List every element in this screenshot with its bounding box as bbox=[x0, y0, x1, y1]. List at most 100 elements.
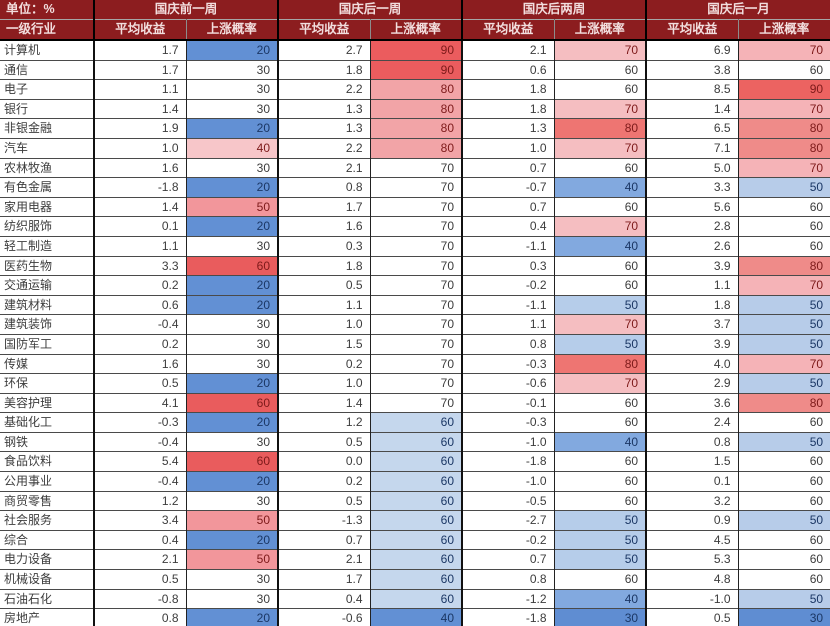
win-rate-cell: 70 bbox=[737, 40, 830, 61]
table-row: 环保 0.5 20 1.0 70 -0.6 70 2.9 50 bbox=[0, 373, 830, 394]
table-row: 电力设备 2.1 50 2.1 60 0.7 50 5.3 60 bbox=[0, 549, 830, 570]
avg-return-cell: 0.2 bbox=[93, 333, 186, 354]
win-rate-cell: 30 bbox=[185, 569, 279, 590]
avg-return-cell: 0.8 bbox=[277, 177, 371, 198]
avg-return-cell: -0.8 bbox=[93, 588, 186, 609]
avg-return-cell: 3.9 bbox=[645, 333, 739, 354]
industry-cell: 房地产 bbox=[0, 608, 94, 626]
table-row: 汽车 1.0 40 2.2 80 1.0 70 7.1 80 bbox=[0, 137, 830, 159]
avg-return-cell: 1.1 bbox=[93, 79, 186, 100]
sub-header-row: 一级行业 平均收益 上涨概率 平均收益 上涨概率 平均收益 上涨概率 平均收益 … bbox=[0, 19, 830, 41]
win-rate-cell: 60 bbox=[369, 510, 463, 531]
table-row: 商贸零售 1.2 30 0.5 60 -0.5 60 3.2 60 bbox=[0, 490, 830, 511]
win-rate-cell: 70 bbox=[369, 216, 463, 237]
win-rate-cell: 90 bbox=[369, 59, 463, 80]
win-rate-cell: 30 bbox=[185, 98, 279, 119]
win-rate-cell: 30 bbox=[185, 314, 279, 335]
win-rate-cell: 20 bbox=[185, 608, 279, 626]
win-rate-cell: 80 bbox=[553, 118, 647, 139]
avg-return-cell: 5.0 bbox=[645, 157, 739, 178]
win-rate-cell: 20 bbox=[185, 471, 279, 492]
win-rate-cell: 60 bbox=[553, 59, 647, 80]
industry-cell: 传媒 bbox=[0, 353, 94, 374]
avg-return-cell: -1.1 bbox=[461, 235, 555, 257]
avg-return-cell: 2.6 bbox=[645, 235, 739, 257]
win-rate-cell: 20 bbox=[185, 294, 279, 315]
table-row: 建筑材料 0.6 20 1.1 70 -1.1 50 1.8 50 bbox=[0, 294, 830, 315]
win-rate-cell: 40 bbox=[553, 177, 647, 198]
avg-return-cell: 8.5 bbox=[645, 79, 739, 100]
win-rate-cell: 70 bbox=[369, 196, 463, 217]
avg-return-cell: 1.7 bbox=[93, 40, 186, 61]
win-rate-cell: 70 bbox=[737, 157, 830, 178]
industry-cell: 非银金融 bbox=[0, 118, 94, 139]
avg-return-cell: 0.1 bbox=[93, 216, 186, 237]
win-rate-cell: 50 bbox=[737, 373, 830, 394]
win-rate-header: 上涨概率 bbox=[185, 19, 279, 41]
avg-return-cell: 2.4 bbox=[645, 412, 739, 433]
win-rate-cell: 40 bbox=[553, 431, 647, 452]
industry-cell: 有色金属 bbox=[0, 177, 94, 198]
avg-return-cell: -0.3 bbox=[461, 412, 555, 433]
win-rate-cell: 60 bbox=[553, 196, 647, 217]
win-rate-cell: 20 bbox=[185, 373, 279, 394]
table-row: 有色金属 -1.8 20 0.8 70 -0.7 40 3.3 50 bbox=[0, 177, 830, 198]
win-rate-cell: 60 bbox=[737, 412, 830, 433]
win-rate-cell: 30 bbox=[185, 588, 279, 609]
avg-return-cell: 0.7 bbox=[461, 549, 555, 570]
win-rate-cell: 50 bbox=[737, 588, 830, 609]
avg-return-cell: 0.5 bbox=[277, 275, 371, 296]
industry-cell: 基础化工 bbox=[0, 412, 94, 433]
win-rate-cell: 70 bbox=[553, 216, 647, 237]
win-rate-cell: 70 bbox=[553, 137, 647, 159]
avg-return-cell: 6.5 bbox=[645, 118, 739, 139]
win-rate-cell: 70 bbox=[369, 373, 463, 394]
avg-return-cell: 0.2 bbox=[277, 471, 371, 492]
unit-label: 单位：% bbox=[0, 0, 94, 20]
avg-return-cell: 6.9 bbox=[645, 40, 739, 61]
industry-cell: 建筑材料 bbox=[0, 294, 94, 315]
avg-return-cell: 3.2 bbox=[645, 490, 739, 511]
win-rate-cell: 50 bbox=[553, 510, 647, 531]
avg-return-cell: 0.6 bbox=[461, 59, 555, 80]
win-rate-cell: 60 bbox=[369, 569, 463, 590]
industry-cell: 通信 bbox=[0, 59, 94, 80]
avg-return-cell: 5.3 bbox=[645, 549, 739, 570]
win-rate-cell: 50 bbox=[737, 333, 830, 354]
win-rate-cell: 70 bbox=[369, 333, 463, 354]
win-rate-cell: 60 bbox=[369, 451, 463, 472]
win-rate-cell: 50 bbox=[185, 510, 279, 531]
table-row: 机械设备 0.5 30 1.7 60 0.8 60 4.8 60 bbox=[0, 569, 830, 590]
avg-return-cell: -2.7 bbox=[461, 510, 555, 531]
avg-return-cell: 0.5 bbox=[93, 373, 186, 394]
win-rate-cell: 30 bbox=[553, 608, 647, 626]
avg-return-cell: 1.8 bbox=[277, 255, 371, 276]
win-rate-cell: 70 bbox=[553, 98, 647, 119]
industry-cell: 农林牧渔 bbox=[0, 157, 94, 178]
win-rate-cell: 20 bbox=[185, 412, 279, 433]
win-rate-cell: 80 bbox=[369, 79, 463, 100]
industry-cell: 石油石化 bbox=[0, 588, 94, 609]
avg-return-cell: -1.3 bbox=[277, 510, 371, 531]
win-rate-cell: 60 bbox=[737, 490, 830, 511]
avg-return-cell: 3.9 bbox=[645, 255, 739, 276]
win-rate-cell: 50 bbox=[185, 549, 279, 570]
win-rate-cell: 40 bbox=[553, 235, 647, 257]
win-rate-cell: 50 bbox=[553, 529, 647, 550]
avg-return-cell: -0.6 bbox=[461, 373, 555, 394]
avg-return-cell: 0.3 bbox=[277, 235, 371, 257]
avg-return-cell: -0.4 bbox=[93, 471, 186, 492]
avg-return-cell: -0.5 bbox=[461, 490, 555, 511]
avg-return-cell: -0.4 bbox=[93, 431, 186, 452]
win-rate-cell: 90 bbox=[737, 79, 830, 100]
industry-cell: 电力设备 bbox=[0, 549, 94, 570]
win-rate-cell: 80 bbox=[369, 98, 463, 119]
avg-return-cell: -0.1 bbox=[461, 392, 555, 413]
table-row: 电子 1.1 30 2.2 80 1.8 60 8.5 90 bbox=[0, 79, 830, 100]
avg-return-cell: 3.8 bbox=[645, 59, 739, 80]
avg-return-cell: -1.0 bbox=[645, 588, 739, 609]
win-rate-cell: 50 bbox=[553, 333, 647, 354]
industry-cell: 轻工制造 bbox=[0, 235, 94, 257]
industry-cell: 电子 bbox=[0, 79, 94, 100]
table-row: 非银金融 1.9 20 1.3 80 1.3 80 6.5 80 bbox=[0, 118, 830, 139]
